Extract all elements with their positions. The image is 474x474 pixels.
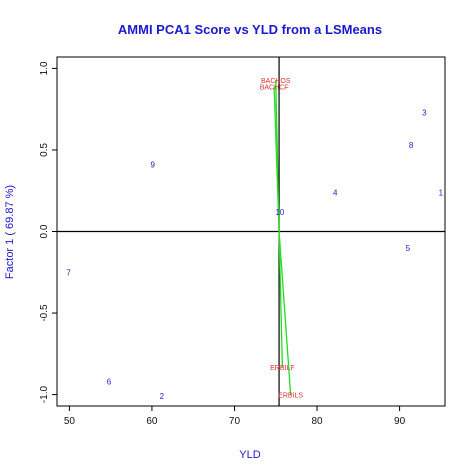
x-tick-label: 50 xyxy=(64,416,76,427)
y-tick-label: -1.0 xyxy=(39,386,50,404)
environment-vector xyxy=(273,86,280,232)
genotype-point: 3 xyxy=(422,108,427,117)
x-tick-label: 90 xyxy=(394,416,406,427)
environment-vectors xyxy=(273,79,292,395)
environment-vector xyxy=(278,231,284,367)
environment-vector xyxy=(278,231,292,395)
genotype-point: 2 xyxy=(160,392,165,401)
environment-label: BACHOS xyxy=(261,78,291,85)
x-axis-label: YLD xyxy=(239,449,260,461)
environment-label: BACHCF xyxy=(260,84,289,91)
environment-label: ERBILF xyxy=(270,365,295,372)
chart-title: AMMI PCA1 Score vs YLD from a LSMeans xyxy=(118,22,382,37)
genotype-labels: 1 2 3 4 5 6 7 8 9 10 xyxy=(66,108,443,401)
genotype-point: 4 xyxy=(333,188,338,197)
x-tick-label: 80 xyxy=(311,416,323,427)
y-tick-label: 0.5 xyxy=(39,143,50,157)
y-axis-label: Factor 1 ( 69.87 %) xyxy=(4,185,16,279)
genotype-point: 7 xyxy=(66,268,71,277)
y-tick-label: 0.0 xyxy=(39,224,50,238)
x-axis: 50 60 70 80 90 xyxy=(64,406,406,427)
genotype-point: 5 xyxy=(406,244,411,253)
x-tick-label: 60 xyxy=(146,416,158,427)
x-tick-label: 70 xyxy=(229,416,241,427)
reference-lines xyxy=(57,57,445,406)
genotype-point: 10 xyxy=(275,208,284,217)
genotype-point: 6 xyxy=(107,378,112,387)
genotype-point: 9 xyxy=(151,161,156,170)
genotype-point: 8 xyxy=(409,141,414,150)
y-tick-label: -0.5 xyxy=(39,304,50,322)
y-tick-label: 1.0 xyxy=(39,61,50,75)
y-axis: -1.0 -0.5 0.0 0.5 1.0 xyxy=(39,61,57,403)
genotype-point: 1 xyxy=(439,188,444,197)
environment-label: ERBILS xyxy=(278,393,303,400)
